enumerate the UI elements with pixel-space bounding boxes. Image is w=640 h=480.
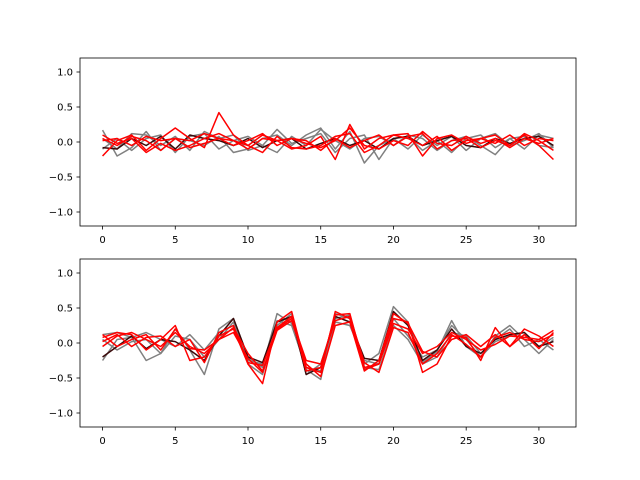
- bottom-y-tick-label: 1.0: [57, 269, 73, 280]
- top-x-tick-label: 0: [99, 235, 105, 246]
- bottom-y-tick-label: 0.0: [57, 339, 73, 350]
- top-y-tick-label: −0.5: [49, 173, 73, 184]
- top-y-ticks: −1.0 −0.5 0.0 0.5 1.0: [49, 68, 80, 219]
- top-y-tick-label: 0.5: [57, 103, 73, 114]
- bottom-series-line-7: [102, 312, 554, 378]
- bottom-y-tick-label: 0.5: [57, 304, 73, 315]
- bottom-x-ticks: 0 5 10 15 20 25 30: [99, 427, 545, 447]
- bottom-x-tick-label: 10: [242, 436, 255, 447]
- bottom-x-tick-label: 5: [172, 436, 178, 447]
- top-x-tick-label: 25: [460, 235, 473, 246]
- top-y-tick-label: 1.0: [57, 68, 73, 79]
- bottom-x-tick-label: 0: [99, 436, 105, 447]
- top-x-tick-label: 20: [387, 235, 400, 246]
- bottom-x-tick-label: 15: [314, 436, 327, 447]
- top-y-tick-label: 0.0: [57, 138, 73, 149]
- top-series-layer: [101, 111, 554, 164]
- bottom-subplot: 0 5 10 15 20 25 30 −1.0 −0.5 0.0 0.5 1.0: [49, 258, 577, 447]
- top-x-tick-label: 30: [533, 235, 546, 246]
- bottom-y-ticks: −1.0 −0.5 0.0 0.5 1.0: [49, 269, 80, 420]
- top-series-line-6: [102, 132, 554, 154]
- bottom-x-tick-label: 30: [533, 436, 546, 447]
- bottom-series-layer: [101, 305, 555, 385]
- top-series-line-7: [102, 127, 554, 150]
- bottom-y-tick-label: −0.5: [49, 374, 73, 385]
- bottom-series-line-6: [102, 312, 554, 372]
- top-y-tick-label: −1.0: [49, 208, 73, 219]
- top-x-tick-label: 5: [172, 235, 178, 246]
- top-x-tick-label: 10: [242, 235, 255, 246]
- top-x-ticks: 0 5 10 15 20 25 30: [99, 226, 545, 246]
- bottom-y-tick-label: −1.0: [49, 409, 73, 420]
- bottom-x-tick-label: 25: [460, 436, 473, 447]
- top-x-tick-label: 15: [314, 235, 327, 246]
- bottom-x-tick-label: 20: [387, 436, 400, 447]
- top-subplot: 0 5 10 15 20 25 30 −1.0 −0.5 0.0 0.5 1.0: [49, 57, 577, 246]
